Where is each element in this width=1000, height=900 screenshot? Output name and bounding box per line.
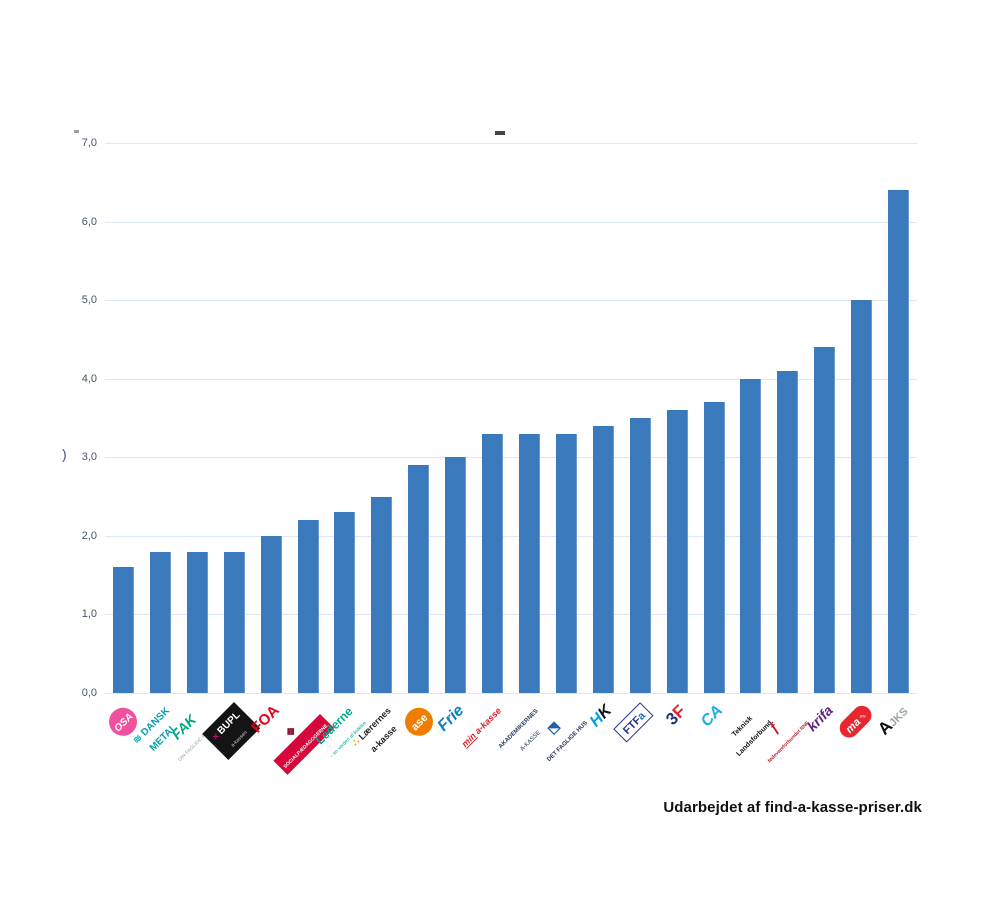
bar xyxy=(703,402,725,693)
bar xyxy=(445,457,467,693)
bar xyxy=(777,370,799,693)
x-axis-logo: AJKS xyxy=(874,702,912,739)
attribution-text: Udarbejdet af find-a-kasse-priser.dk xyxy=(663,799,922,816)
cropped-title-fragment-left xyxy=(74,130,79,133)
bar xyxy=(371,496,393,693)
bar xyxy=(297,520,319,693)
x-axis-logo: FTFa xyxy=(613,702,654,743)
logo-text: CA xyxy=(697,702,727,731)
y-tick-label: 4,0 xyxy=(81,372,97,385)
gridline xyxy=(105,300,917,302)
x-axis-logo: 3F xyxy=(662,701,690,729)
x-axis-logo: ∴ Lærernes a-kasse xyxy=(346,702,406,762)
x-axis-logo: ✕ BUPL a-kassen xyxy=(202,702,261,760)
bar xyxy=(555,433,577,693)
bar xyxy=(592,425,614,693)
bar xyxy=(666,410,688,693)
y-tick-label: 2,0 xyxy=(81,529,97,542)
bar xyxy=(260,535,282,693)
y-axis-label-fragment: ) xyxy=(62,446,67,462)
bar xyxy=(482,433,504,693)
gridline xyxy=(105,693,917,694)
bar xyxy=(518,433,540,693)
bar xyxy=(149,551,171,693)
y-tick-label: 0,0 xyxy=(81,687,97,699)
y-tick-label: 1,0 xyxy=(81,608,97,621)
bar xyxy=(334,512,356,693)
bar xyxy=(888,190,910,693)
y-tick-label: 7,0 xyxy=(81,137,97,149)
x-axis-logo: ase xyxy=(398,702,439,742)
gridline xyxy=(105,614,917,616)
bar xyxy=(408,465,430,693)
gridline xyxy=(105,378,917,380)
x-axis-logo: krifa xyxy=(804,702,837,735)
logo-text: a-kassen xyxy=(230,730,249,749)
bar xyxy=(223,551,245,693)
bar xyxy=(851,300,873,693)
plot-area xyxy=(105,143,917,694)
gridline xyxy=(105,143,917,144)
x-axis-logo: HK xyxy=(587,702,616,731)
bar xyxy=(629,418,651,693)
y-tick-label: 3,0 xyxy=(81,451,97,464)
bar xyxy=(740,378,762,693)
gridline xyxy=(105,457,917,459)
y-tick-label: 5,0 xyxy=(81,294,97,307)
gridline xyxy=(105,535,917,537)
cropped-title-fragment-center xyxy=(495,131,505,135)
x-axis-logo: ma ✎ xyxy=(835,702,876,742)
x-axis-logo: CA xyxy=(698,702,727,731)
bar xyxy=(814,347,836,693)
logo-text: ase xyxy=(408,712,431,734)
gridline xyxy=(105,221,917,223)
bar xyxy=(186,551,208,693)
y-tick-label: 6,0 xyxy=(81,215,97,228)
bar xyxy=(112,567,134,693)
